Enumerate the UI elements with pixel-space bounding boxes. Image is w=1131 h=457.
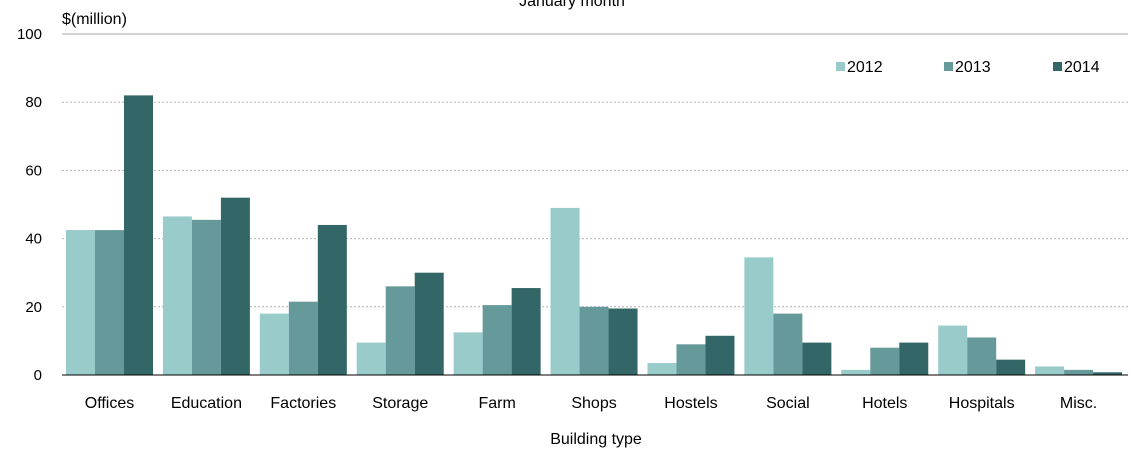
- bar-2014-shops: [608, 308, 638, 375]
- x-axis-title: Building type: [550, 431, 642, 448]
- category-label: Factories: [270, 395, 336, 412]
- bar-2012-storage: [356, 342, 386, 375]
- bar-2013-hostels: [676, 344, 706, 375]
- bar-2013-shops: [579, 306, 609, 375]
- bar-2013-social: [773, 313, 803, 375]
- bar-2014-offices: [124, 95, 153, 375]
- category-label: Shops: [571, 395, 616, 412]
- legend: 2012 2013 2014: [836, 59, 1100, 76]
- category-label: Farm: [478, 395, 515, 412]
- bar-2013-hospitals: [967, 337, 997, 375]
- bar-2012-hotels: [841, 369, 871, 375]
- legend-label-2012: 2012: [847, 59, 883, 76]
- bar-2012-hospitals: [938, 325, 968, 375]
- legend-swatch-2012: [836, 62, 845, 71]
- bar-2014-factories: [317, 224, 347, 375]
- category-labels: Offices Education Factories Storage Farm Shop…: [85, 395, 1098, 412]
- y-tick-label: 60: [25, 162, 42, 179]
- category-label: Social: [766, 395, 810, 412]
- bar-2012-hostels: [647, 363, 677, 375]
- bar-2014-hotels: [899, 342, 929, 375]
- bars: [66, 95, 1123, 375]
- bar-2014-hospitals: [996, 359, 1026, 375]
- chart-title: January month: [519, 0, 625, 10]
- bar-2014-education: [220, 197, 250, 375]
- bar-2013-offices: [95, 230, 124, 375]
- y-tick-label: 0: [34, 367, 42, 384]
- category-label: Hospitals: [949, 395, 1015, 412]
- bar-2012-misc: [1035, 366, 1065, 375]
- legend-label-2014: 2014: [1064, 59, 1100, 76]
- category-label: Offices: [85, 395, 135, 412]
- bar-2014-farm: [511, 288, 541, 375]
- bar-2013-farm: [482, 305, 512, 375]
- bar-2013-factories: [288, 301, 318, 375]
- bar-2013-hotels: [870, 347, 900, 375]
- legend-swatch-2013: [944, 62, 953, 71]
- bar-2013-misc: [1064, 369, 1094, 375]
- category-label: Storage: [372, 395, 428, 412]
- bar-2012-education: [162, 216, 192, 375]
- category-label: Hostels: [664, 395, 717, 412]
- bar-2012-factories: [259, 313, 289, 375]
- y-tick-labels: 0 20 40 60 80 100: [17, 26, 42, 384]
- category-label: Education: [171, 395, 242, 412]
- bar-2014-social: [802, 342, 832, 375]
- y-tick-label: 80: [25, 94, 42, 111]
- bar-2014-hostels: [705, 335, 735, 375]
- y-tick-label: 20: [25, 299, 42, 316]
- bar-2013-education: [191, 219, 221, 375]
- legend-label-2013: 2013: [955, 59, 991, 76]
- y-tick-label: 40: [25, 231, 42, 248]
- bar-2013-storage: [385, 286, 415, 375]
- bar-2014-misc: [1093, 372, 1123, 375]
- category-label: Hotels: [862, 395, 907, 412]
- bar-2012-farm: [453, 332, 483, 375]
- y-axis-title: $(million): [62, 11, 127, 28]
- y-tick-label: 100: [17, 26, 42, 43]
- bar-2012-social: [744, 257, 774, 375]
- category-label: Misc.: [1060, 395, 1097, 412]
- bar-2014-storage: [414, 272, 444, 375]
- bar-2012-offices: [66, 230, 95, 375]
- bar-2012-shops: [550, 207, 580, 375]
- legend-swatch-2014: [1053, 62, 1062, 71]
